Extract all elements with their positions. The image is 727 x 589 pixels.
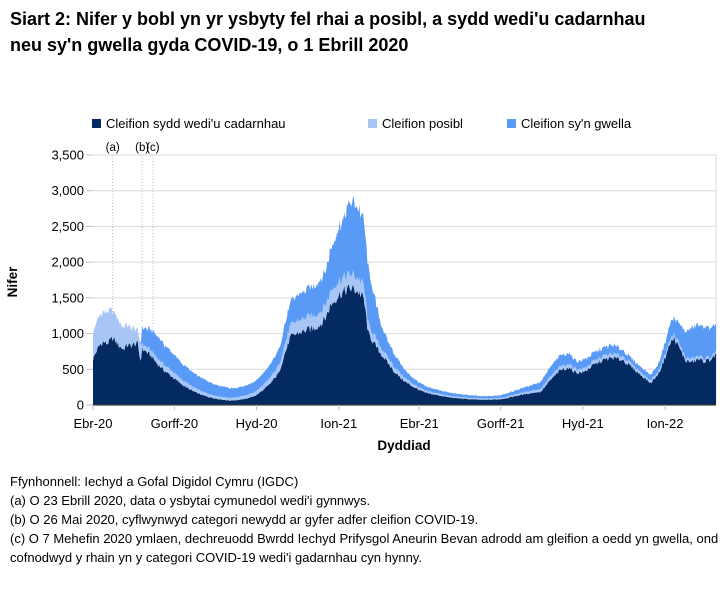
footnote-a: (a) O 23 Ebrill 2020, data o ysbytai cym… [10, 493, 371, 508]
legend-item: Cleifion sy'n gwella [507, 114, 631, 132]
chart-area: 0 500 1,000 1,500 2,000 2,500 3,000 3,500 (a) (b)… [0, 135, 727, 460]
x-tick-label: Ion-21 [320, 416, 357, 431]
legend-item: Cleifion sydd wedi'u cadarnhau [92, 114, 286, 132]
y-tick-label: 0 [77, 398, 84, 413]
x-tick-label: Ion-22 [647, 416, 684, 431]
x-tick-label: Gorff-21 [477, 416, 524, 431]
x-tick-label: Hyd-20 [236, 416, 278, 431]
footnotes: Ffynhonnell: Iechyd a Gofal Digidol Cymr… [10, 472, 722, 567]
legend-label: Cleifion sy'n gwella [521, 115, 632, 131]
annotation-label: (c) [146, 142, 160, 154]
legend-swatch-icon [368, 118, 377, 128]
y-axis-title: Nifer [5, 266, 20, 298]
x-tick-label: Gorff-20 [151, 416, 198, 431]
y-tick-label: 3,500 [51, 148, 84, 163]
y-tick-label: 1,500 [51, 290, 84, 305]
x-tick-label: Hyd-21 [562, 416, 604, 431]
footnote-c: (c) O 7 Mehefin 2020 ymlaen, dechreuodd … [10, 531, 719, 565]
annotation-label: (a) [106, 142, 120, 154]
y-tick-label: 2,500 [51, 219, 84, 234]
area-series-1 [93, 270, 716, 401]
y-tick-label: 500 [62, 362, 84, 377]
legend-label: Cleifion posibl [382, 115, 463, 131]
footnote-b: (b) O 26 Mai 2020, cyflwynwyd categori n… [10, 512, 479, 527]
legend: Cleifion sydd wedi'u cadarnhau Cleifion p… [0, 114, 727, 132]
y-tick-label: 3,000 [51, 183, 84, 198]
x-tick-label: Ebr-21 [400, 416, 439, 431]
area-series-0 [93, 284, 716, 405]
y-tick-label: 1,000 [51, 326, 84, 341]
y-tick-label: 2,000 [51, 255, 84, 270]
stacked-area-chart: 0 500 1,000 1,500 2,000 2,500 3,000 3,500 (a) (b)… [5, 142, 717, 453]
chart-title: Siart 2: Nifer y bobl yn yr ysbyty fel r… [10, 9, 646, 55]
legend-item: Cleifion posibl [368, 114, 463, 132]
legend-swatch-icon [92, 118, 101, 128]
annotation-label: (b) [135, 142, 149, 154]
legend-swatch-icon [507, 118, 516, 128]
x-tick-label: Ebr-20 [73, 416, 112, 431]
x-axis-title: Dyddiad [377, 438, 430, 453]
legend-label: Cleifion sydd wedi'u cadarnhau [106, 115, 286, 131]
source-note: Ffynhonnell: Iechyd a Gofal Digidol Cymr… [10, 474, 299, 489]
